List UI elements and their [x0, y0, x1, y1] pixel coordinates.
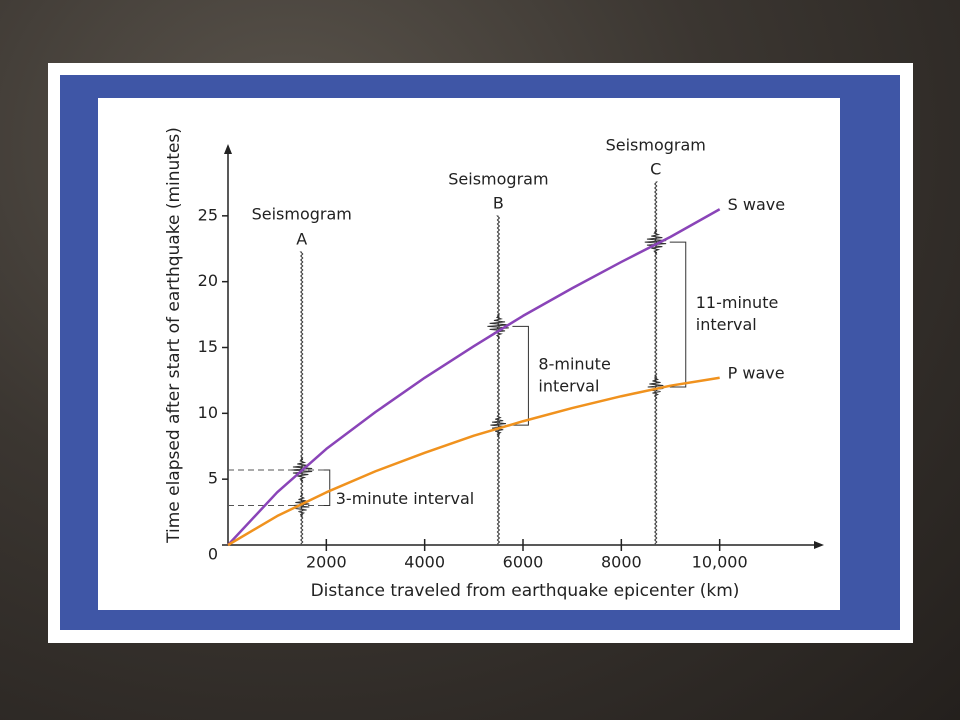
- interval-bracket: [323, 469, 331, 506]
- y-tick-label: 15: [198, 337, 218, 356]
- interval-label: 11-minute: [696, 293, 779, 312]
- y-tick-label: 10: [198, 403, 218, 422]
- arrival-burst: [490, 412, 507, 438]
- x-axis-title: Distance traveled from earthquake epicen…: [311, 581, 740, 601]
- x-tick-label: 8000: [601, 553, 642, 572]
- seismogram-label: Seismogram: [252, 205, 352, 224]
- seismogram-trace: [654, 181, 658, 545]
- y-axis-arrow: [224, 144, 232, 154]
- curve: [227, 208, 721, 546]
- y-axis-title: Time elapsed after start of earthquake (…: [164, 127, 184, 544]
- y-tick-label: 0: [208, 545, 218, 564]
- x-axis-arrow: [814, 541, 824, 549]
- seismogram-letter: A: [296, 230, 307, 249]
- y-tick-label: 20: [198, 271, 218, 290]
- interval-label: 3-minute interval: [336, 489, 474, 508]
- seismogram-trace: [496, 215, 501, 545]
- curve: [227, 376, 720, 547]
- x-tick-label: 6000: [503, 553, 544, 572]
- y-tick-label: 25: [198, 205, 218, 224]
- series-label: P wave: [728, 363, 785, 382]
- interval-label: 8-minute: [538, 354, 610, 373]
- arrival-burst: [487, 313, 509, 339]
- seismogram-label: Seismogram: [606, 136, 706, 155]
- series-label: S wave: [728, 195, 785, 214]
- seismogram-label: Seismogram: [448, 170, 548, 189]
- arrival-burst: [290, 457, 313, 483]
- arrival-burst: [644, 229, 667, 255]
- chart-panel: [98, 98, 840, 610]
- x-tick-label: 2000: [306, 553, 347, 572]
- x-tick-label: 10,000: [692, 553, 748, 572]
- arrival-burst: [647, 374, 664, 400]
- y-tick-label: 5: [208, 469, 218, 488]
- interval-label: interval: [696, 315, 757, 334]
- interval-bracket: [669, 241, 687, 388]
- x-tick-label: 4000: [404, 553, 445, 572]
- interval-label: interval: [538, 376, 599, 395]
- seismogram-letter: B: [493, 194, 504, 213]
- seismogram-letter: C: [650, 160, 661, 179]
- interval-bracket: [512, 325, 529, 426]
